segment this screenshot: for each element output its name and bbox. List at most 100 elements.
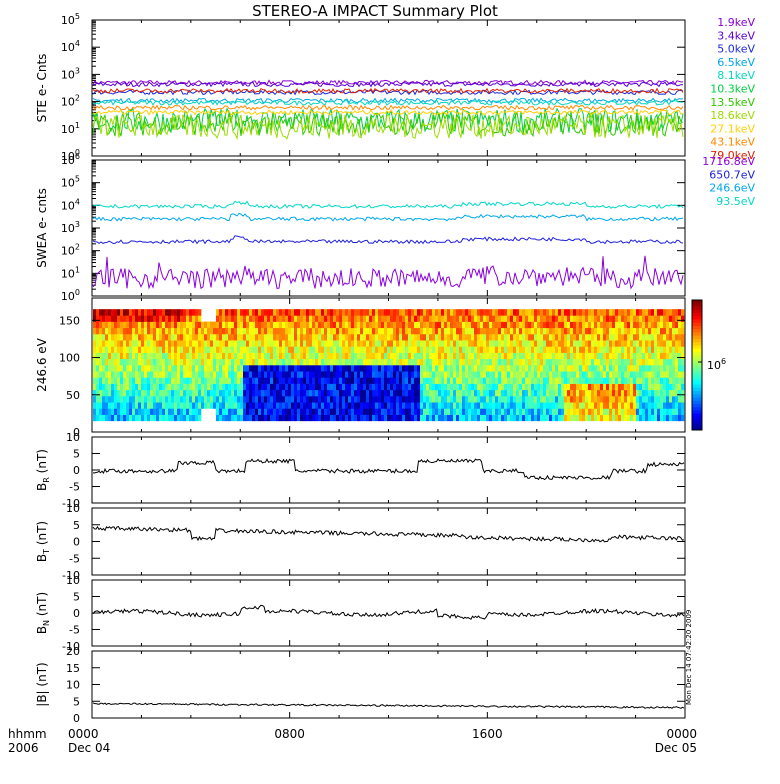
heatmap-cell xyxy=(174,321,178,329)
heatmap-cell xyxy=(279,371,283,378)
heatmap-cell xyxy=(135,377,139,384)
heatmap-cell xyxy=(99,365,103,372)
heatmap-cell xyxy=(534,414,538,422)
heatmap-cell xyxy=(441,333,445,341)
heatmap-cell xyxy=(330,352,334,360)
heatmap-cell xyxy=(291,321,295,329)
heatmap-cell xyxy=(366,377,370,384)
heatmap-cell xyxy=(129,352,133,360)
heatmap-cell xyxy=(633,333,637,341)
heatmap-cell xyxy=(498,327,502,335)
heatmap-cell xyxy=(549,389,553,397)
heatmap-cell xyxy=(318,365,322,372)
heatmap-cell xyxy=(369,365,373,372)
heatmap-cell xyxy=(375,358,379,366)
y-tick-label: 20 xyxy=(66,645,80,658)
heatmap-cell xyxy=(261,371,265,378)
heatmap-cell xyxy=(126,402,130,409)
heatmap-cell xyxy=(429,352,433,360)
heatmap-cell xyxy=(366,414,370,422)
heatmap-cell xyxy=(192,358,196,366)
heatmap-cell xyxy=(267,346,271,353)
heatmap-cell xyxy=(318,321,322,329)
heatmap-cell xyxy=(159,371,163,378)
heatmap-cell xyxy=(315,396,319,403)
heatmap-cell xyxy=(399,358,403,366)
heatmap-cell xyxy=(399,327,403,335)
heatmap-cell xyxy=(393,389,397,397)
heatmap-cell xyxy=(654,414,658,422)
heatmap-cell xyxy=(372,321,376,329)
heatmap-cell xyxy=(543,371,547,378)
heatmap-cell xyxy=(627,315,631,322)
heatmap-cell xyxy=(231,321,235,329)
heatmap-cell xyxy=(465,371,469,378)
heatmap-cell xyxy=(390,377,394,384)
heatmap-cell xyxy=(588,365,592,372)
heatmap-cell xyxy=(639,321,643,329)
series-line xyxy=(92,99,684,106)
heatmap-cell xyxy=(576,327,580,335)
heatmap-cell xyxy=(648,371,652,378)
heatmap-cell xyxy=(369,402,373,409)
heatmap-cell xyxy=(519,365,523,372)
heatmap-cell xyxy=(414,414,418,422)
heatmap-cell xyxy=(660,408,664,415)
heatmap-cell xyxy=(153,383,157,391)
heatmap-cell xyxy=(426,365,430,372)
heatmap-cell xyxy=(255,408,259,415)
heatmap-cell xyxy=(666,408,670,415)
heatmap-cell xyxy=(240,358,244,366)
heatmap-cell xyxy=(447,358,451,366)
heatmap-cell xyxy=(360,340,364,347)
heatmap-cell xyxy=(276,309,280,316)
heatmap-cell xyxy=(138,383,142,391)
heatmap-cell xyxy=(450,383,454,391)
heatmap-cell xyxy=(471,321,475,329)
heatmap-cell xyxy=(285,358,289,366)
heatmap-cell xyxy=(477,321,481,329)
heatmap-cell xyxy=(321,321,325,329)
heatmap-cell xyxy=(192,333,196,341)
heatmap-cell xyxy=(603,358,607,366)
heatmap-cell xyxy=(309,346,313,353)
heatmap-cell xyxy=(570,327,574,335)
heatmap-cell xyxy=(504,309,508,316)
y-tick-label: 100 xyxy=(61,148,80,163)
heatmap-cell xyxy=(339,315,343,322)
heatmap-cell xyxy=(573,340,577,347)
heatmap-cell xyxy=(333,315,337,322)
heatmap-cell xyxy=(495,377,499,384)
series-line xyxy=(92,109,684,116)
heatmap-cell xyxy=(426,321,430,329)
heatmap-cell xyxy=(504,402,508,409)
heatmap-cell xyxy=(654,396,658,403)
heatmap-cell xyxy=(501,377,505,384)
heatmap-cell xyxy=(645,327,649,335)
heatmap-cell xyxy=(96,365,100,372)
heatmap-cell xyxy=(198,414,202,422)
heatmap-cell xyxy=(549,377,553,384)
heatmap-cell xyxy=(663,414,667,422)
heatmap-cell xyxy=(96,414,100,422)
heatmap-cell xyxy=(255,352,259,360)
heatmap-cell xyxy=(387,383,391,391)
heatmap-cell xyxy=(474,358,478,366)
heatmap-cell xyxy=(558,408,562,415)
heatmap-cell xyxy=(147,333,151,341)
heatmap-cell xyxy=(162,340,166,347)
heatmap-cell xyxy=(507,358,511,366)
heatmap-cell xyxy=(237,321,241,329)
heatmap-cell xyxy=(216,327,220,335)
heatmap-cell xyxy=(375,377,379,384)
br-ylabel-text: BR (nT) xyxy=(35,449,51,491)
heatmap-cell xyxy=(363,333,367,341)
heatmap-cell xyxy=(174,371,178,378)
heatmap-cell xyxy=(468,383,472,391)
heatmap-cell xyxy=(204,377,208,384)
heatmap-cell xyxy=(657,377,661,384)
heatmap-cell xyxy=(258,377,262,384)
heatmap-cell xyxy=(537,333,541,341)
heatmap-cell xyxy=(198,321,202,329)
heatmap-cell xyxy=(468,340,472,347)
